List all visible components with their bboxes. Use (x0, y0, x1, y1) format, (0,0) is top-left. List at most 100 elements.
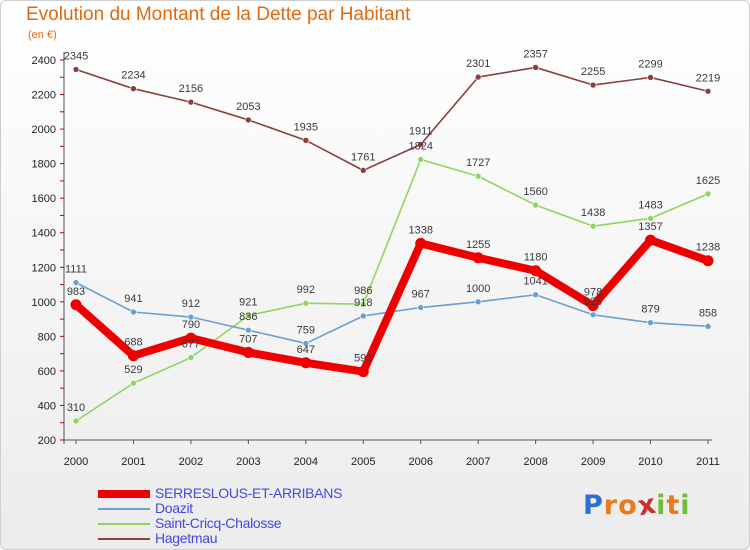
y-tick-label: 2000 (32, 124, 56, 136)
data-label: 1338 (408, 224, 432, 236)
x-tick-label: 2008 (523, 456, 547, 468)
data-point (359, 167, 367, 174)
y-tick-label: 1600 (32, 193, 56, 205)
y-tick-label: 2200 (32, 90, 56, 102)
data-label: 1041 (523, 276, 547, 288)
legend-swatch (98, 490, 150, 498)
data-label: 983 (67, 286, 85, 298)
data-label: 921 (239, 296, 257, 308)
data-point (130, 85, 137, 92)
data-point (589, 311, 597, 319)
y-tick-label: 800 (38, 331, 56, 343)
series-line-0 (72, 236, 712, 376)
legend-label: Saint-Cricq-Chalosse (155, 515, 282, 531)
data-label: 986 (354, 285, 372, 297)
x-tick-label: 2011 (696, 456, 720, 468)
data-label: 879 (641, 304, 659, 316)
data-point (472, 252, 484, 264)
data-label: 2255 (581, 66, 605, 78)
data-point (532, 64, 539, 71)
data-point (474, 73, 482, 81)
logo-letter: P (583, 490, 604, 521)
x-tick-label: 2004 (294, 456, 318, 468)
y-tick-label: 2400 (32, 55, 56, 67)
x-tick-label: 2005 (351, 456, 375, 468)
x-tick-label: 2007 (466, 456, 490, 468)
chart-subtitle: (en €) (28, 29, 57, 41)
data-point (532, 201, 539, 209)
data-label: 978 (584, 287, 602, 299)
data-label: 1761 (351, 151, 375, 163)
data-point (589, 81, 597, 89)
data-label: 688 (124, 337, 142, 349)
data-point (359, 312, 367, 320)
data-label: 1238 (696, 242, 720, 254)
data-point (245, 326, 252, 334)
data-point (72, 66, 80, 73)
data-label: 2357 (523, 48, 547, 60)
data-point (187, 313, 195, 321)
x-tick-label: 2009 (581, 456, 605, 468)
data-point (70, 299, 82, 311)
data-point (589, 222, 597, 230)
data-label: 1180 (524, 252, 548, 264)
x-tick-label: 2000 (64, 456, 88, 468)
logo-letter: i (680, 490, 691, 521)
series-line-3 (75, 66, 709, 172)
proxiti-logo: Proxiti (583, 489, 691, 523)
data-point (242, 346, 254, 358)
data-point (245, 116, 252, 124)
legend-swatch (98, 523, 150, 525)
data-label: 912 (182, 298, 200, 310)
y-tick-label: 1200 (32, 262, 56, 274)
data-label: 2345 (64, 51, 88, 63)
data-point (530, 265, 542, 277)
data-label: 759 (297, 324, 315, 336)
data-label: 2053 (236, 101, 260, 113)
y-tick-label: 400 (38, 400, 56, 412)
x-tick-label: 2001 (121, 456, 145, 468)
data-point (704, 323, 712, 330)
data-point (357, 366, 369, 378)
logo-letter: r (603, 490, 619, 521)
logo-letter: i (656, 490, 667, 521)
data-label: 707 (239, 333, 257, 345)
data-label: 2301 (466, 58, 490, 70)
data-label: 529 (124, 364, 142, 376)
data-label: 1483 (638, 199, 662, 211)
data-label: 836 (239, 311, 257, 323)
data-label: 596 (354, 353, 372, 365)
data-label: 647 (297, 344, 315, 356)
data-label: 790 (182, 319, 200, 331)
data-label: 2156 (179, 83, 203, 95)
legend-label: Doazit (155, 500, 193, 516)
x-tick-label: 2003 (236, 456, 260, 468)
data-point (417, 141, 425, 148)
data-point (704, 190, 712, 198)
y-tick-label: 1800 (32, 159, 56, 171)
legend-label: SERRESLOUS-ET-ARRIBANS (155, 485, 343, 501)
data-point (647, 74, 654, 81)
data-label: 858 (699, 307, 717, 319)
x-tick-label: 2010 (638, 456, 662, 468)
data-point (127, 350, 139, 362)
data-label: 1000 (466, 283, 490, 295)
data-point (245, 312, 252, 319)
series-line-2 (75, 158, 709, 422)
y-tick-label: 200 (38, 435, 56, 447)
data-point (130, 308, 137, 316)
data-label: 1935 (294, 121, 318, 133)
data-label: 2219 (696, 72, 720, 84)
data-label: 1255 (466, 239, 490, 251)
data-label: 925 (584, 296, 602, 308)
legend-label: Hagetmau (155, 530, 218, 546)
data-point (647, 319, 654, 327)
data-point (185, 332, 197, 344)
chart-title: Evolution du Montant de la Dette par Hab… (26, 4, 411, 25)
legend-swatch (98, 538, 150, 540)
data-label: 1911 (409, 125, 433, 137)
data-point (72, 279, 80, 286)
data-point (417, 156, 425, 163)
data-point (302, 340, 310, 347)
data-label: 2299 (638, 58, 662, 70)
